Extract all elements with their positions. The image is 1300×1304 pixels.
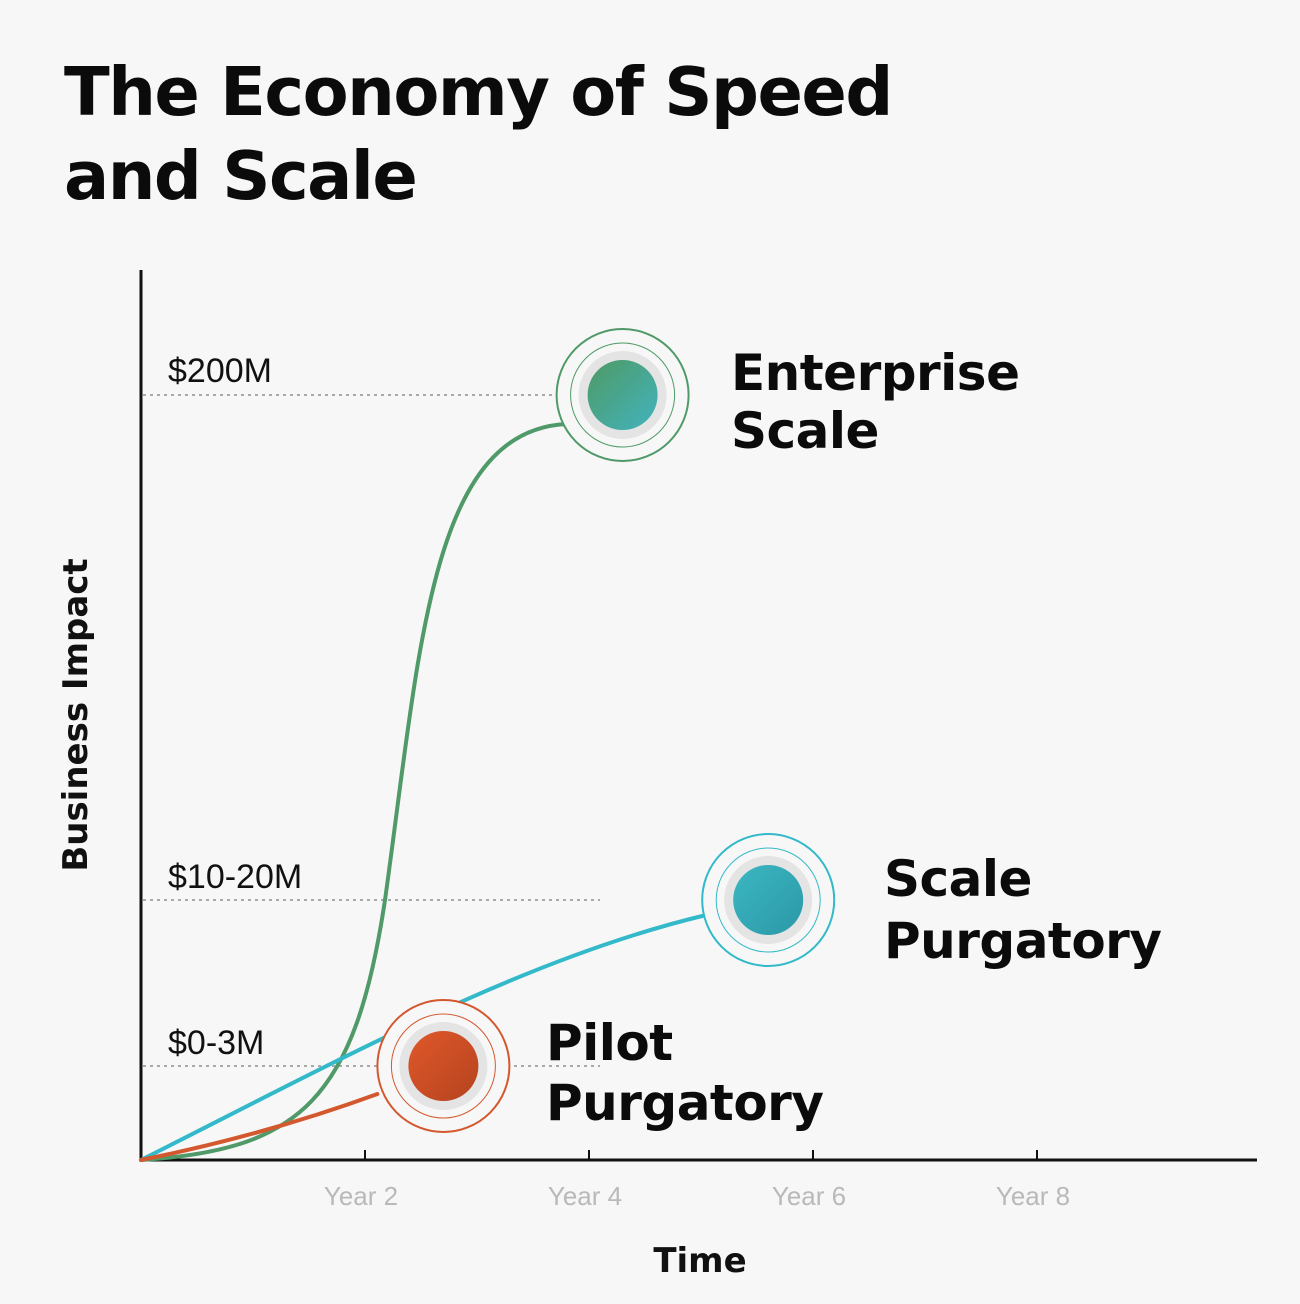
x-axis-label: Time	[653, 1241, 746, 1281]
y-tick-label: $200M	[168, 352, 272, 390]
series-label-line: Enterprise	[731, 344, 1019, 402]
x-tick-label: Year 8	[996, 1181, 1070, 1211]
x-ticks: Year 2 Year 4 Year 6 Year 8	[324, 1150, 1070, 1211]
marker-dot	[408, 1031, 479, 1101]
chart-title: The Economy of Speed and Scale	[64, 50, 893, 218]
marker-inner-ring	[570, 342, 676, 448]
y-axis-label: Business Impact	[56, 558, 96, 871]
x-tick-label: Year 2	[324, 1181, 398, 1211]
series-marker	[701, 833, 836, 967]
series-label-line: Pilot	[546, 1014, 673, 1072]
y-tick-label: $0-3M	[168, 1024, 264, 1062]
x-tick-label: Year 6	[772, 1181, 846, 1211]
series-label-line: Purgatory	[546, 1074, 823, 1132]
series-marker	[376, 999, 511, 1133]
marker-inner-ring	[390, 1013, 496, 1119]
series-label-line: Purgatory	[884, 912, 1161, 970]
series-line	[139, 422, 569, 1162]
y-tick-label: $10-20M	[168, 858, 302, 896]
axes	[139, 270, 1257, 1162]
x-tick-label: Year 4	[548, 1181, 622, 1211]
series-marker	[555, 328, 690, 462]
y-ticks: $0-3M $10-20M $200M	[168, 352, 302, 1062]
series-markers	[376, 328, 836, 1133]
series-labels: EnterpriseScaleScalePurgatoryPilotPurgat…	[546, 344, 1162, 1132]
title-line-2: and Scale	[64, 137, 418, 215]
marker-dot	[587, 360, 658, 430]
series-label-line: Scale	[731, 402, 879, 460]
title-line-1: The Economy of Speed	[64, 53, 893, 131]
marker-dot	[733, 865, 804, 935]
series-label-line: Scale	[884, 850, 1032, 908]
series-line	[139, 1092, 380, 1162]
reference-lines	[143, 394, 600, 1067]
marker-inner-ring	[715, 847, 821, 953]
